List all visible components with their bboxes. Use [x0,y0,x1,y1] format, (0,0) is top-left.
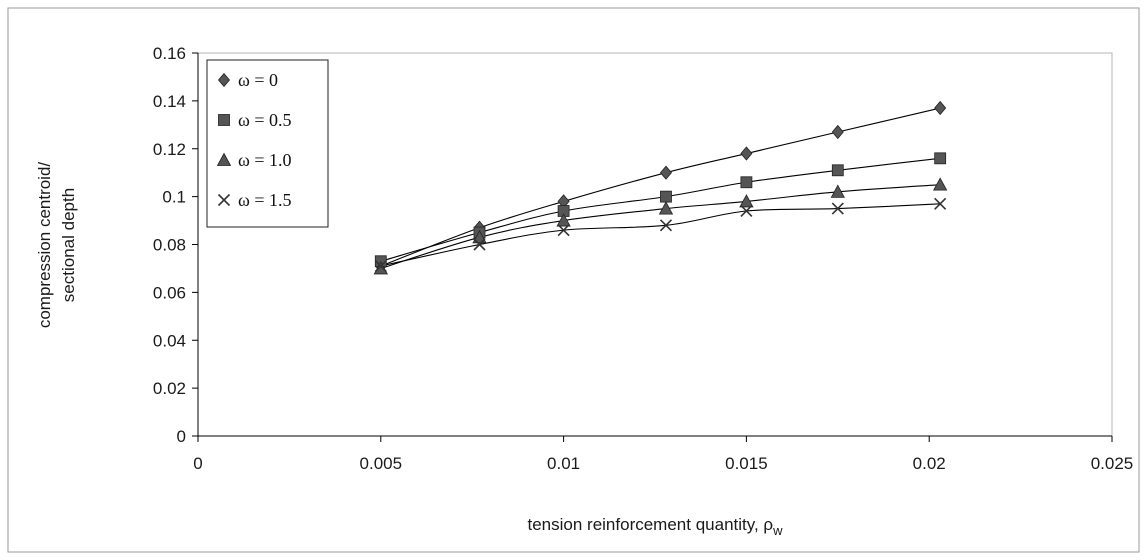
series-4-marker [740,204,753,218]
series-4-marker-stroke [659,219,673,232]
legend-label-3: ω = 1.0 [238,150,292,170]
series-3-marker [658,201,674,215]
x-axis-title: tension reinforcement quantity, ρw [528,515,784,538]
series-2-marker [660,190,672,203]
series-1-marker [740,146,753,161]
y-axis-title: compression centroid/ sectional depth [35,162,78,329]
legend-marker-4 [217,193,231,207]
series-1-marker [831,124,844,140]
series-4-marker-stroke [831,202,844,215]
series-4-marker-stroke [740,204,753,218]
series-4-marker-stroke [557,224,570,237]
y-tick-label: 0.08 [153,236,186,255]
legend-box [206,59,329,228]
series-1-marker [934,100,947,116]
y-tick-label: 0 [177,427,186,446]
series-4-marker [473,238,486,251]
legend-marker-4-stroke [217,193,231,207]
series-3-marker [932,177,948,191]
series-4-marker [934,197,947,210]
y-axis-title-line1: compression centroid/ [35,162,54,329]
series-4-marker [557,224,570,237]
series-1-marker [659,165,672,180]
y-tick-label: 0.12 [153,140,186,159]
series-3-marker [373,261,388,275]
x-tick-label: 0.025 [1091,454,1134,473]
series-4-marker [659,219,673,232]
legend-marker-2 [218,114,230,126]
y-tick-label: 0.14 [153,92,186,111]
plot-area [197,52,1113,437]
series-4-marker-stroke [934,197,947,210]
x-tick-label: 0.015 [725,454,768,473]
x-tick-label: 0.02 [913,454,946,473]
series-2-marker [934,152,947,165]
series-2-marker [831,164,844,177]
legend-label-4: ω = 1.5 [238,190,292,210]
y-tick-label: 0.02 [153,379,186,398]
y-tick-label: 0.06 [153,283,186,302]
x-axis-title-subscript: w [772,523,783,538]
series-3-marker [830,184,845,198]
axes: 0 0.02 0.04 0.06 0.08 0.1 0.12 0.14 0.16 0 0.005 0.… [153,44,1133,473]
legend-label-1: ω = 0 [238,70,278,90]
x-tick-label: 0.01 [547,454,580,473]
series-3-marker [739,194,754,208]
series-2-marker [740,176,753,189]
series-4-marker-stroke [473,238,486,251]
series-3-marker [472,229,487,244]
legend-label-2: ω = 0.5 [238,110,292,130]
series-markers [373,100,948,275]
x-axis-title-main: tension reinforcement quantity, ρ [528,515,774,534]
series-4-marker [374,259,387,273]
legend: ω = 0 ω = 0.5 ω = 1.0 ω = 1.5 [206,59,329,228]
y-tick-label: 0.04 [153,331,186,350]
y-tick-label: 0.16 [153,44,186,63]
series-3-marker [556,213,571,227]
x-tick-label: 0.005 [360,454,403,473]
legend-marker-3 [216,152,232,166]
series-4-marker-stroke [374,259,387,273]
x-tick-label: 0 [193,454,202,473]
y-tick-label: 0.1 [162,188,186,207]
legend-marker-1 [217,72,231,88]
series-4-marker [831,202,844,215]
y-axis-title-line2: sectional depth [59,188,78,302]
